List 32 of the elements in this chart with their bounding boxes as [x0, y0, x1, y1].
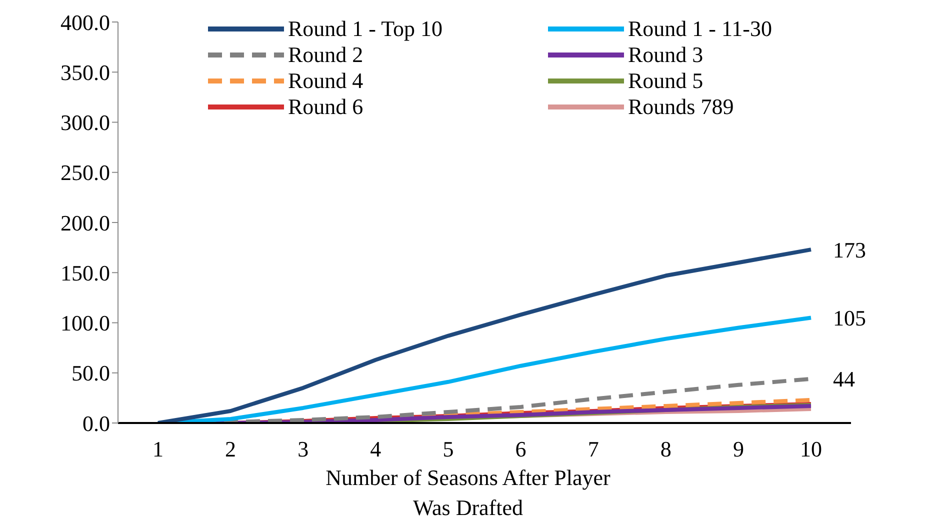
x-tick-label: 5: [442, 436, 454, 462]
x-tick-label: 2: [225, 436, 236, 462]
x-axis-title: Number of Seasons After Player Was Drafted: [324, 464, 612, 522]
y-tick-label: 350.0: [60, 60, 110, 85]
legend-label: Round 1 - Top 10: [288, 16, 443, 42]
y-tick-label: 300.0: [60, 110, 110, 136]
y-tick-label: 250.0: [60, 160, 110, 186]
y-tick-label: 50.0: [72, 360, 110, 386]
x-tick-label: 1: [152, 436, 164, 462]
annotation: 44: [833, 366, 855, 392]
legend-label: Round 2: [288, 42, 364, 68]
y-tick-label: 150.0: [60, 260, 110, 286]
y-tick-label: 200.0: [60, 210, 110, 236]
x-tick-label: 4: [370, 436, 382, 462]
y-tick-label: 100.0: [60, 310, 110, 336]
legend-label: Round 1 - 11-30: [628, 16, 772, 42]
legend-label: Rounds 789: [628, 94, 734, 120]
y-tick-label: 400.0: [60, 10, 110, 35]
x-tick-label: 7: [588, 436, 599, 462]
x-tick-label: 3: [298, 436, 309, 462]
x-tick-label: 8: [660, 436, 672, 462]
legend-label: Round 3: [628, 42, 704, 68]
y-tick-label: 0.0: [82, 410, 110, 436]
legend-label: Round 5: [628, 68, 704, 94]
x-tick-label: 6: [515, 436, 526, 462]
x-tick-label: 10: [800, 436, 822, 462]
x-tick-label: 9: [732, 436, 744, 462]
legend-label: Round 6: [288, 94, 364, 120]
annotation: 173: [833, 237, 866, 262]
line-series: [156, 248, 813, 423]
legend-label: Round 4: [288, 68, 364, 94]
annotation: 105: [833, 306, 866, 331]
